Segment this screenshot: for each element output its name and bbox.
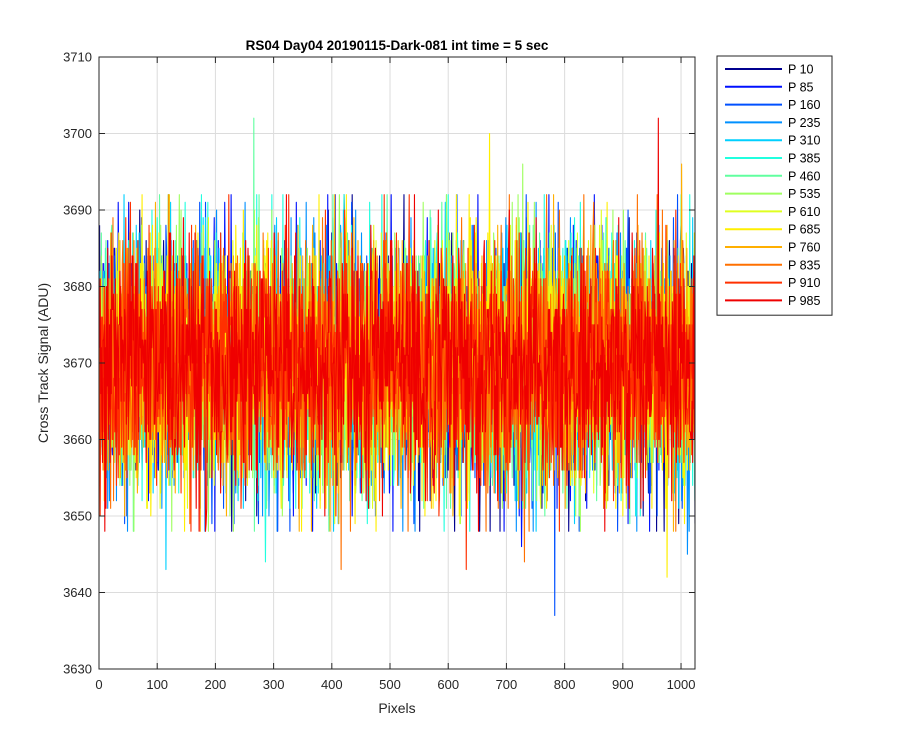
series-lines [99, 117, 695, 616]
y-tick-label: 3680 [63, 279, 92, 294]
legend-entry: P 460 [788, 169, 820, 183]
x-tick-label: 900 [612, 677, 634, 692]
legend: P 10 P 85 P 160 P 235 P 310 P 385 P 460 P 535 P … [716, 55, 833, 316]
x-tick-label: 0 [95, 677, 102, 692]
legend-entry: P 910 [788, 276, 820, 290]
x-tick-label: 400 [321, 677, 343, 692]
legend-entry: P 10 [788, 63, 814, 77]
legend-entry: P 760 [788, 241, 820, 255]
x-tick-label: 100 [146, 677, 168, 692]
plot-area [99, 117, 695, 616]
y-tick-label: 3630 [63, 662, 92, 677]
x-tick-label: 600 [437, 677, 459, 692]
y-tick-label: 3710 [63, 50, 92, 65]
legend-entry: P 685 [788, 223, 820, 237]
legend-entry: P 985 [788, 294, 820, 308]
legend-entry: P 160 [788, 98, 820, 112]
x-tick-label: 200 [205, 677, 227, 692]
y-tick-label: 3640 [63, 585, 92, 600]
y-tick-label: 3690 [63, 203, 92, 218]
x-tick-label: 800 [554, 677, 576, 692]
y-tick-label: 3660 [63, 432, 92, 447]
y-tick-label: 3670 [63, 356, 92, 371]
y-tick-label: 3650 [63, 509, 92, 524]
axis-ticks: 0 100 200 300 400 500 600 700 800 900 1000 3630 3640… [63, 50, 695, 693]
legend-entry: P 235 [788, 116, 820, 130]
legend-entry: P 310 [788, 134, 820, 148]
x-axis-label: Pixels [378, 700, 415, 716]
legend-entry: P 835 [788, 258, 820, 272]
legend-entry: P 535 [788, 187, 820, 201]
y-tick-label: 3700 [63, 126, 92, 141]
series-line-p-985 [99, 117, 695, 532]
x-tick-label: 700 [496, 677, 518, 692]
legend-entry: P 610 [788, 205, 820, 219]
x-tick-label: 500 [379, 677, 401, 692]
chart-title: RS04 Day04 20190115-Dark-081 int time = … [246, 38, 549, 53]
x-tick-label: 1000 [667, 677, 696, 692]
y-axis-label: Cross Track Signal (ADU) [35, 283, 51, 443]
legend-entry: P 85 [788, 80, 814, 94]
legend-entry: P 385 [788, 152, 820, 166]
legend-box [716, 55, 833, 316]
x-tick-label: 300 [263, 677, 285, 692]
